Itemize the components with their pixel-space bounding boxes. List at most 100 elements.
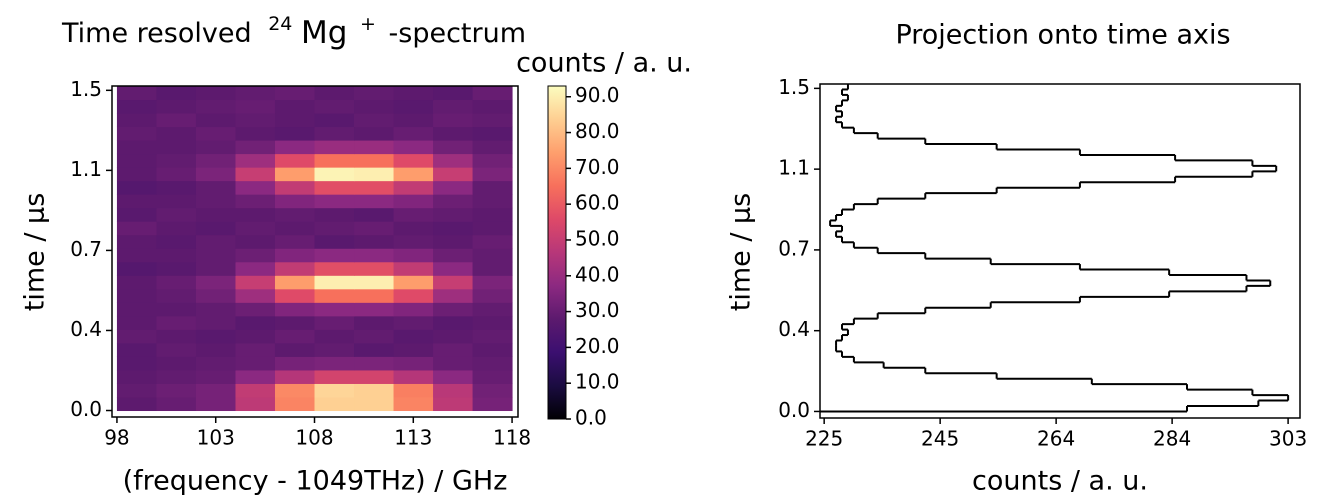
y-axis-label: time / µs — [20, 193, 51, 312]
heatmap-cell — [274, 356, 316, 371]
heatmap-cell — [314, 126, 355, 141]
heatmap-cell — [156, 329, 197, 344]
colorbar-tick-label: 40.0 — [575, 262, 620, 286]
heatmap-cell — [393, 261, 434, 276]
colorbar-tick-label: 50.0 — [575, 226, 620, 250]
heatmap-cell — [433, 288, 474, 303]
x-tick-label: 264 — [1037, 427, 1075, 451]
heatmap-cell — [195, 207, 236, 222]
heatmap-cell — [314, 194, 355, 209]
heatmap-cell — [235, 140, 276, 155]
heatmap-cell — [472, 167, 513, 182]
heatmap-cell — [472, 153, 513, 168]
heatmap-cell — [433, 126, 474, 141]
heatmap-cell — [314, 302, 355, 317]
heatmap-cell — [235, 207, 276, 222]
heatmap-cell — [156, 261, 197, 276]
heatmap-cell — [156, 99, 197, 114]
heatmap-cell — [274, 180, 316, 195]
heatmap-cell — [472, 194, 513, 209]
heatmap-cell — [195, 140, 236, 155]
heatmap-cell — [195, 180, 236, 195]
heatmap-cell — [393, 329, 434, 344]
heatmap-cell — [156, 207, 197, 222]
heatmap-cell — [433, 207, 474, 222]
heatmap-cell — [433, 167, 474, 182]
heatmap-cell — [472, 275, 513, 290]
heatmap-cell — [156, 153, 197, 168]
heatmap-cell — [314, 288, 355, 303]
heatmap-cell — [274, 275, 316, 290]
heatmap-cell — [116, 261, 157, 276]
heatmap-cell — [156, 194, 197, 209]
heatmap-cell — [116, 221, 157, 236]
heatmap-cell — [314, 207, 355, 222]
heatmap-cell — [314, 261, 355, 276]
heatmap-cell — [314, 329, 355, 344]
heatmap-cell — [393, 86, 434, 101]
heatmap-cell — [472, 369, 513, 384]
heatmap-cell — [433, 315, 474, 330]
heatmap-cell — [472, 99, 513, 114]
heatmap-cell — [393, 275, 434, 290]
colorbar-tick-label: 80.0 — [575, 119, 620, 143]
heatmap-cell — [195, 194, 236, 209]
heatmap-cell — [235, 153, 276, 168]
y-tick-label: 1.5 — [778, 75, 810, 99]
heatmap-cell — [195, 275, 236, 290]
heatmap-cell — [235, 275, 276, 290]
colorbar-tick-label: 90.0 — [575, 83, 620, 107]
heatmap-cell — [354, 315, 395, 330]
heatmap-cell — [274, 113, 316, 128]
heatmap-cell — [354, 99, 395, 114]
heatmap-cell — [354, 329, 395, 344]
heatmap-cell — [116, 329, 157, 344]
heatmap-cell — [195, 99, 236, 114]
heatmap-cell — [354, 248, 395, 263]
heatmap-cell — [393, 342, 434, 357]
heatmap-cell — [393, 356, 434, 371]
heatmap-cell — [433, 356, 474, 371]
heatmap-cell — [156, 288, 197, 303]
heatmap-cell — [354, 153, 395, 168]
heatmap-cell — [314, 356, 355, 371]
y-tick-label: 0.0 — [778, 398, 810, 422]
heatmap-cell — [116, 207, 157, 222]
heatmap-cell — [156, 126, 197, 141]
colorbar-tick-label: 0.0 — [575, 406, 607, 430]
heatmap-cell — [116, 126, 157, 141]
heatmap-cell — [116, 396, 157, 412]
heatmap-cell — [393, 248, 434, 263]
heatmap-cell — [393, 234, 434, 249]
heatmap-cell — [274, 99, 316, 114]
heatmap-cell — [354, 194, 395, 209]
heatmap-cell — [314, 275, 355, 290]
heatmap-cell — [354, 180, 395, 195]
heatmap-cell — [354, 113, 395, 128]
heatmap-cell — [354, 261, 395, 276]
heatmap-cell — [393, 180, 434, 195]
y-tick-label: 0.7 — [70, 237, 102, 261]
heatmap-cell — [116, 275, 157, 290]
heatmap-cell — [156, 369, 197, 384]
heatmap-cell — [235, 356, 276, 371]
heatmap-cell — [156, 315, 197, 330]
x-tick-label: 303 — [1269, 427, 1307, 451]
heatmap-cell — [433, 248, 474, 263]
heatmap-cell — [156, 342, 197, 357]
colorbar — [547, 85, 567, 420]
heatmap-cell — [156, 356, 197, 371]
x-axis-label: (frequency - 1049THz) / GHz — [123, 466, 508, 497]
heatmap-cell — [156, 113, 197, 128]
colorbar-tick-label: 60.0 — [575, 191, 620, 215]
heatmap-cell — [116, 356, 157, 371]
heatmap-cell — [116, 369, 157, 384]
heatmap-cell — [472, 302, 513, 317]
x-tick-label: 113 — [394, 426, 432, 450]
title-element: Mg — [301, 15, 347, 51]
heatmap-cell — [433, 180, 474, 195]
heatmap-cell — [393, 194, 434, 209]
heatmap-cell — [354, 167, 395, 182]
heatmap-cell — [156, 275, 197, 290]
heatmap-cell — [393, 207, 434, 222]
